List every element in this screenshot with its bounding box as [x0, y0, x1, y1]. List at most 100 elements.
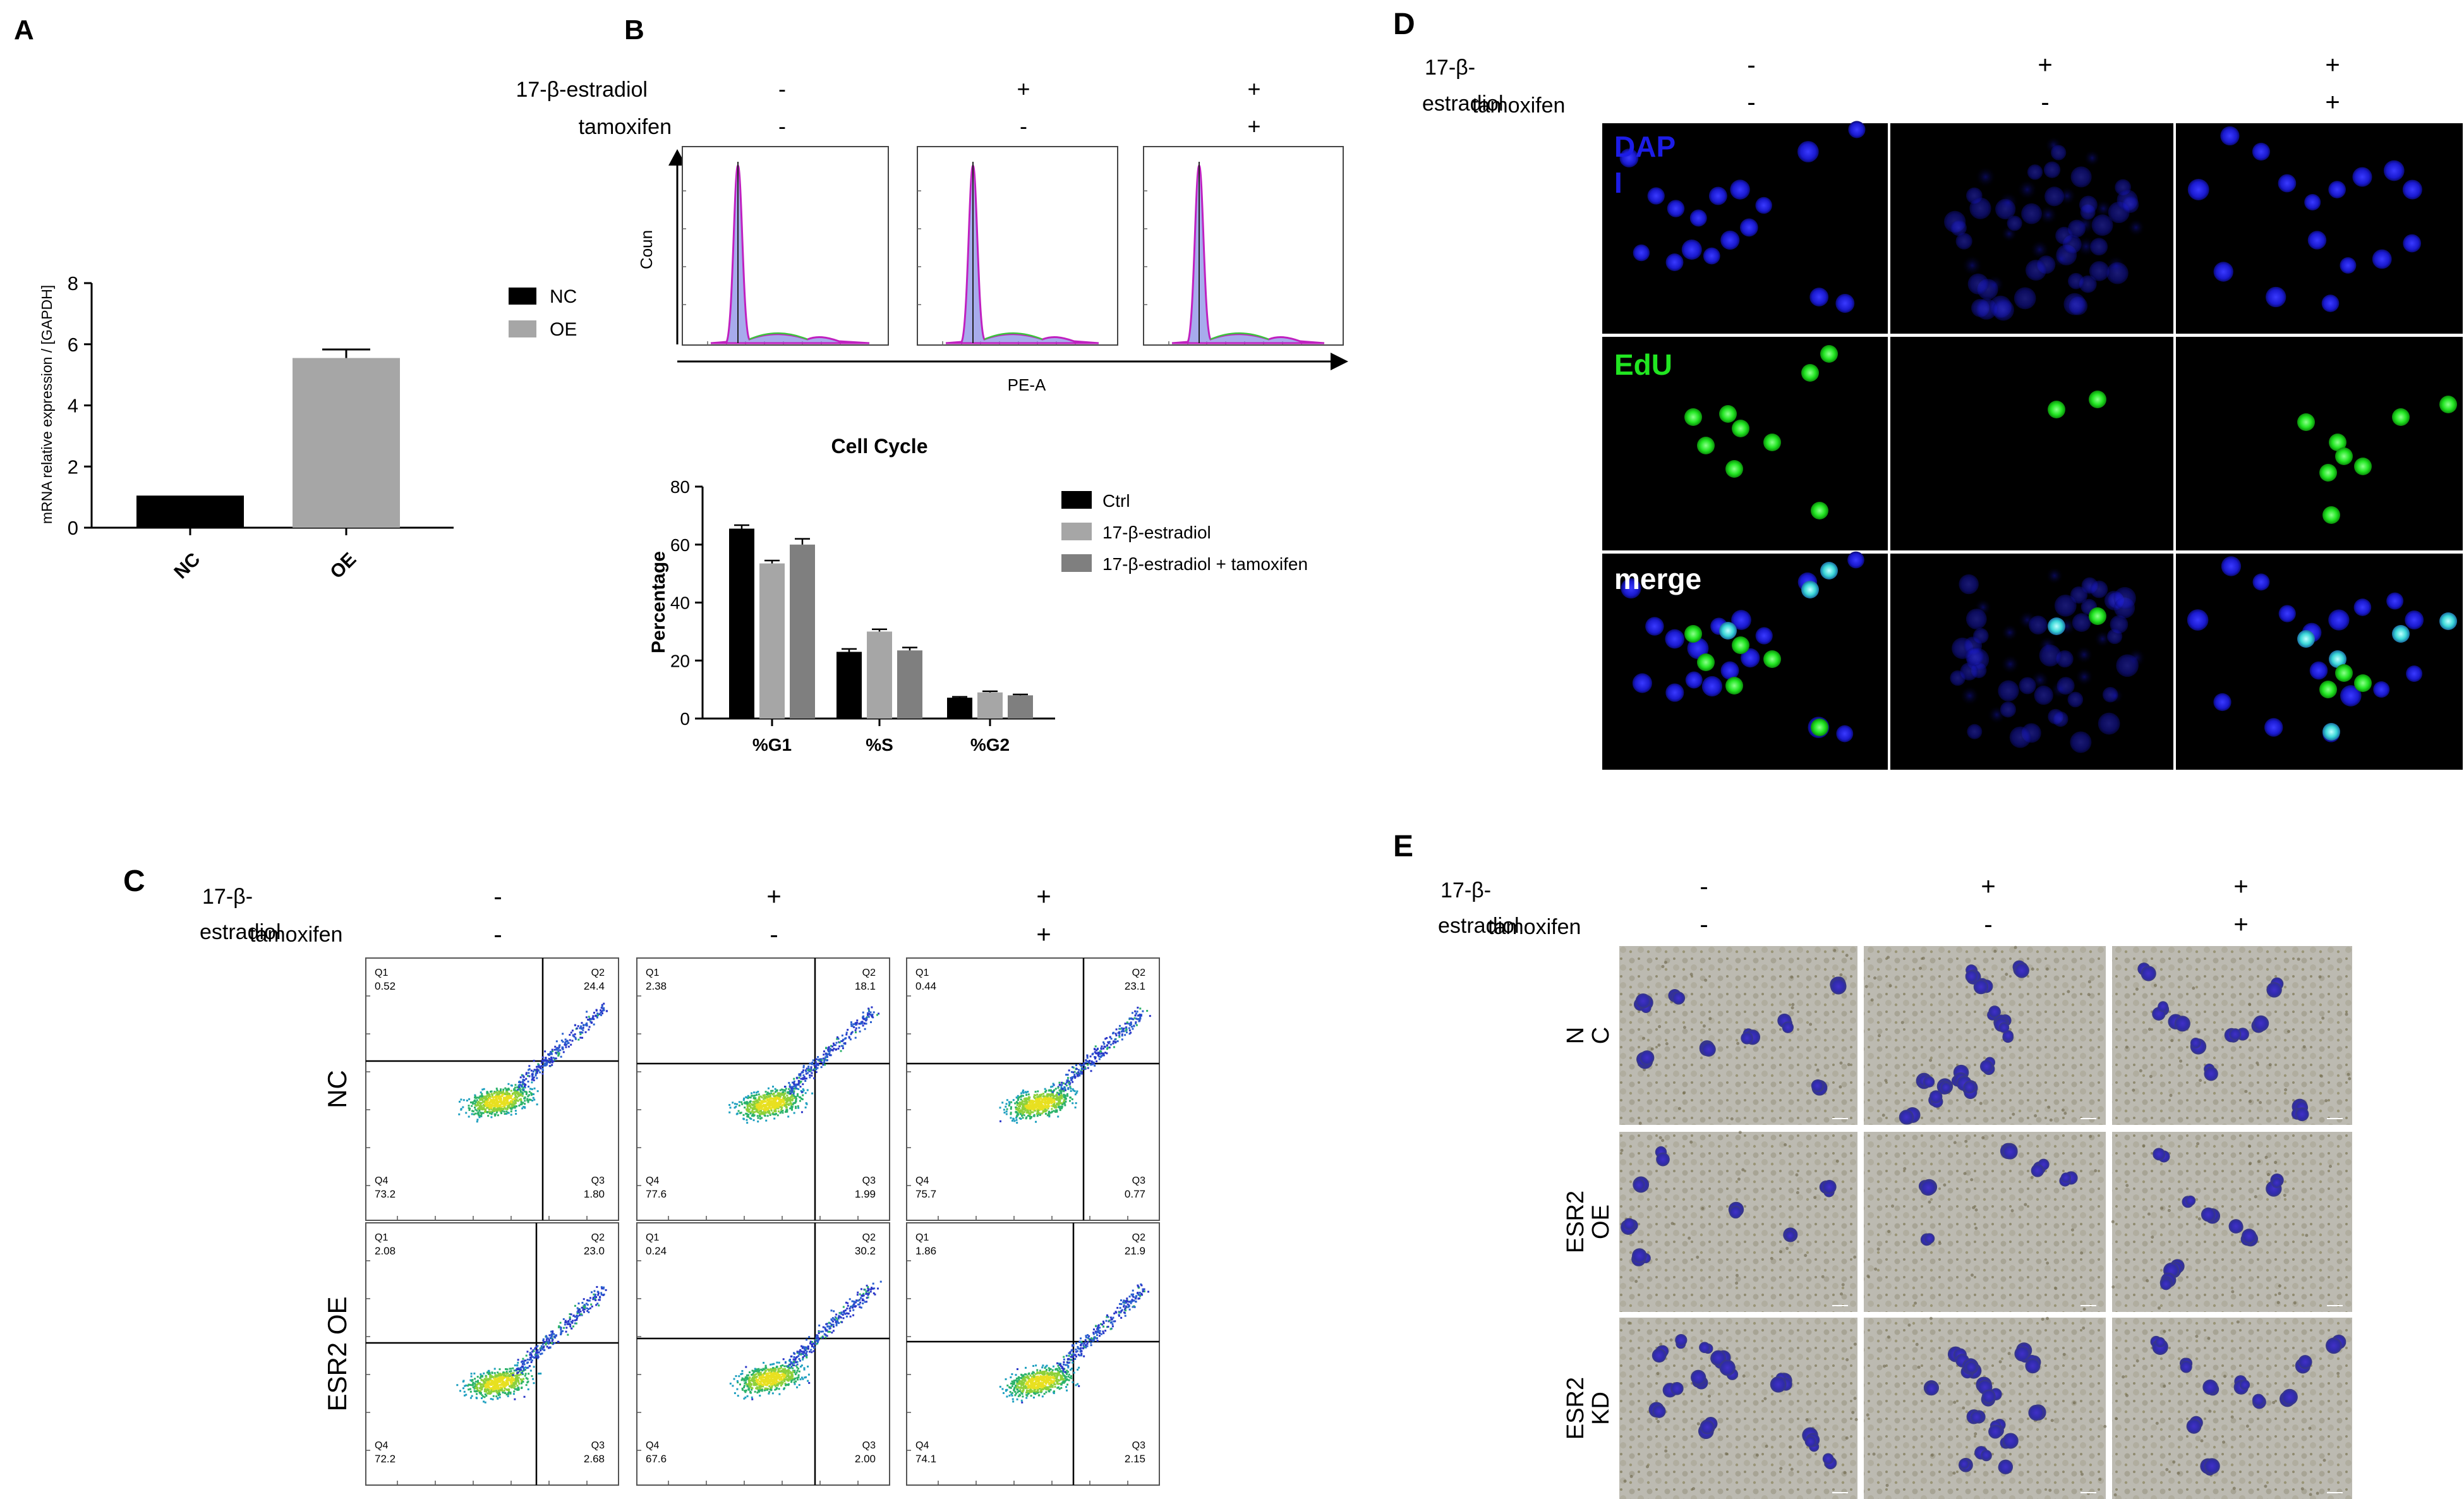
cell-event — [748, 1108, 751, 1111]
cell-event — [787, 1091, 790, 1094]
x-tick-label: %S — [866, 735, 893, 755]
cell-event — [560, 1328, 562, 1331]
quadrant-name: Q4 — [646, 1175, 659, 1186]
cell-event — [1018, 1117, 1021, 1119]
cell-event — [845, 1312, 848, 1314]
cell-event — [536, 1077, 538, 1079]
cell-event — [1083, 1068, 1085, 1071]
cell-event — [1006, 1099, 1008, 1101]
cell-event — [529, 1356, 532, 1359]
cell-event — [775, 1098, 777, 1101]
cell-event — [778, 1103, 781, 1105]
cell-event — [799, 1359, 802, 1362]
cell-event — [588, 1026, 591, 1028]
cell-event — [859, 1030, 861, 1033]
cell-event — [1041, 1105, 1043, 1108]
cell-event — [805, 1077, 807, 1080]
cell-event — [1032, 1103, 1034, 1106]
cell-event — [767, 1368, 770, 1371]
cell-event — [1030, 1117, 1032, 1119]
cell-event — [743, 1386, 746, 1388]
cell-event — [852, 1314, 855, 1316]
cell-event — [756, 1099, 759, 1101]
cell-event — [1043, 1110, 1046, 1113]
c-estradiol-label-a: 17-β- — [202, 885, 253, 909]
cell-event — [750, 1380, 752, 1382]
cell-event — [815, 1335, 818, 1338]
cell-event — [1050, 1102, 1053, 1105]
cell-event — [762, 1381, 764, 1384]
quadrant-name: Q2 — [862, 968, 876, 978]
cell-event — [586, 1022, 588, 1024]
cell-event — [517, 1380, 520, 1382]
cell-event — [799, 1378, 802, 1381]
cell-event — [867, 1286, 869, 1289]
cell-event — [797, 1088, 800, 1090]
cell-event — [809, 1069, 812, 1072]
cell-event — [1054, 1107, 1056, 1109]
cell-event — [1125, 1031, 1128, 1034]
cell-event — [811, 1062, 814, 1065]
cell-event — [877, 1287, 879, 1290]
cell-event — [1049, 1100, 1052, 1102]
cell-event — [478, 1382, 481, 1385]
cell-event — [728, 1111, 731, 1114]
cell-event — [771, 1363, 774, 1366]
cell-event — [782, 1378, 784, 1381]
cell-event — [531, 1076, 534, 1078]
cell-event — [794, 1377, 797, 1380]
cell-event — [840, 1311, 843, 1314]
cell-event — [756, 1100, 758, 1103]
cell-event — [539, 1071, 541, 1074]
cell-event — [1017, 1391, 1019, 1393]
cell-event — [556, 1051, 559, 1053]
quadrant-name: Q3 — [862, 1175, 876, 1186]
cell-event — [493, 1107, 496, 1110]
cell-event — [766, 1096, 769, 1098]
cell-event — [758, 1368, 760, 1370]
b-sign: + — [1247, 76, 1260, 102]
cell-event — [1011, 1385, 1013, 1388]
cell-event — [476, 1101, 479, 1104]
cell-event — [580, 1026, 583, 1029]
cell-event — [483, 1100, 485, 1103]
cell-event — [1059, 1107, 1061, 1110]
cell-event — [800, 1364, 803, 1367]
bar-s — [867, 631, 892, 719]
cell-event — [755, 1373, 758, 1375]
cell-event — [778, 1381, 780, 1383]
cell-event — [772, 1113, 775, 1115]
cell-event — [535, 1351, 538, 1354]
cell-event — [797, 1105, 799, 1107]
quadrant-value: 0.52 — [375, 980, 396, 992]
cell-event — [776, 1106, 779, 1108]
cell-event — [477, 1104, 480, 1107]
cell-event — [1098, 1058, 1101, 1060]
cell-event — [501, 1095, 504, 1097]
cell-event — [1012, 1383, 1014, 1385]
cell-event — [516, 1368, 518, 1370]
cell-event — [862, 1015, 865, 1017]
cell-event — [486, 1091, 489, 1094]
cell-event — [796, 1376, 799, 1379]
cell-event — [471, 1113, 473, 1115]
cell-event — [481, 1375, 483, 1378]
cell-event — [836, 1036, 838, 1038]
cell-event — [597, 1292, 600, 1294]
cell-event — [802, 1066, 805, 1069]
cell-event — [597, 1294, 600, 1296]
cell-event — [845, 1315, 848, 1318]
cell-event — [860, 1021, 862, 1023]
cell-event — [507, 1105, 509, 1108]
cell-event — [758, 1114, 761, 1117]
cell-event — [1114, 1038, 1116, 1041]
cell-event — [1048, 1368, 1051, 1370]
cell-event — [519, 1093, 522, 1096]
cell-event — [746, 1112, 748, 1115]
cell-event — [1106, 1047, 1109, 1049]
cell-event — [521, 1093, 524, 1095]
cell-event — [774, 1370, 776, 1373]
cell-event — [773, 1113, 776, 1115]
cell-event — [536, 1357, 539, 1359]
cell-event — [1018, 1096, 1020, 1098]
